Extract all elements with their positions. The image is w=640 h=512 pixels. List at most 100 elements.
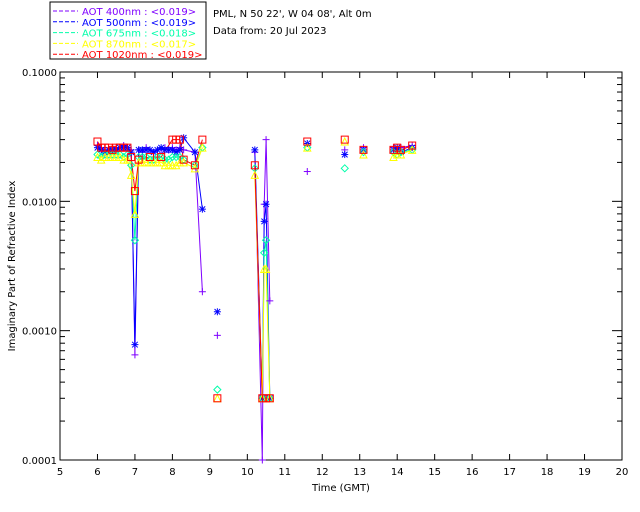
data-point [266,297,274,305]
triangle [156,157,166,167]
data-point [303,168,311,176]
square [130,187,139,196]
data-point [100,150,110,159]
x-tick-label: 15 [428,467,441,478]
square [134,155,143,164]
square [190,161,199,170]
square [157,153,166,162]
y-tick-label: 0.0100 [22,197,57,208]
data-point [213,393,222,403]
legend-entry: AOT 1020nm : <0.019> [82,50,202,61]
data-point [265,394,274,403]
data-point [261,264,271,273]
x-tick-label: 13 [353,467,366,478]
triangle [407,145,417,154]
plot-frame [59,71,623,461]
data-point [359,146,367,154]
date-label: Data from: 20 Jul 2023 [213,26,326,37]
legend-entry: AOT 675nm : <0.018> [82,29,196,40]
triangle [340,136,350,146]
x-tick-label: 16 [466,467,479,478]
x-tick-label: 11 [278,467,291,478]
data-point [340,136,350,146]
data-point [259,248,269,258]
ast-d2 [360,146,367,154]
data-point [341,151,349,159]
series-lines [97,136,413,461]
x-tick-label: 8 [169,467,175,478]
square [123,143,132,152]
ast-d2 [214,308,221,315]
x-tick-label: 12 [316,467,329,478]
square [198,135,207,144]
diamond [145,155,155,164]
data-point [303,137,312,146]
data-point [407,145,417,154]
data-point [408,144,416,152]
data-point [190,161,199,170]
triangle [126,170,136,179]
diamond [168,152,177,162]
square [213,394,222,403]
data-point [168,152,177,162]
triangle [389,152,398,162]
data-point [258,456,266,464]
data-point [160,155,170,164]
square [396,145,405,154]
legend: AOT 400nm : <0.019>AOT 500nm : <0.019>AO… [49,1,207,61]
ast-d2 [169,146,176,154]
diamond [340,164,349,173]
data-point [262,200,270,208]
data-point [251,146,259,154]
data-point [213,331,221,339]
square [265,394,274,403]
x-axis-label: Time (GMT) [311,483,370,494]
y-axis-label: Imaginary Part of Refractive Index [7,181,18,352]
data-point [179,155,188,164]
series-marks [93,134,417,464]
data-point [126,161,136,170]
x-tick-label: 6 [94,467,100,478]
triangle [359,149,368,159]
data-point [171,152,181,162]
square [250,161,259,170]
axes: 5 6 7 8 9 10 11 12 13 14 15 16 17 18 19 20 0.0001 0.0010 0… [22,68,628,478]
y-tick-label: 0.0010 [22,327,57,338]
data-point [130,236,140,245]
diamond [126,161,136,170]
data-point [213,394,222,403]
data-point [176,146,184,154]
data-point [156,157,166,167]
square [179,155,188,164]
data-point [396,149,406,159]
triangle [130,209,140,218]
triangle [250,170,260,179]
data-point [134,155,143,164]
square [359,145,368,154]
square [303,137,312,146]
x-tick-label: 7 [132,467,138,478]
data-point [175,135,184,144]
data-point [359,147,368,157]
ast-d2 [131,341,139,348]
ast-d2 [261,218,268,225]
data-point [123,155,132,164]
diamond [171,152,181,162]
data-point [115,152,125,162]
ast-d2 [191,149,199,156]
data-point [126,170,136,179]
diamond [259,248,269,258]
data-point [131,351,139,359]
diamond [130,236,140,245]
data-point [145,153,154,162]
x-tick-label: 14 [391,467,404,478]
y-tick-label: 0.1000 [22,68,57,79]
data-point [250,161,259,170]
data-point [260,217,268,225]
data-point [213,385,222,394]
x-tick-label: 9 [207,467,213,478]
data-point [359,145,368,154]
ast-d2 [251,146,258,154]
x-tick-label: 20 [616,467,629,478]
